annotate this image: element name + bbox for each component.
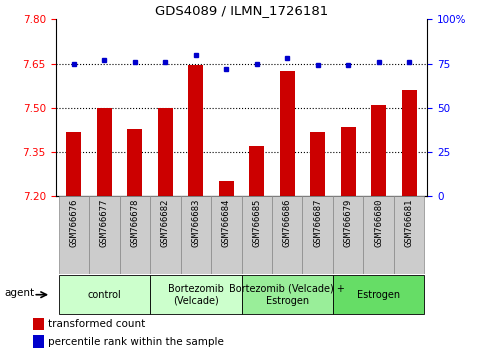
Text: GSM766685: GSM766685 <box>252 199 261 247</box>
Bar <box>89 196 120 274</box>
Bar <box>188 65 203 196</box>
Bar <box>157 108 173 196</box>
Bar <box>33 318 44 330</box>
Bar <box>310 132 326 196</box>
Text: GSM766678: GSM766678 <box>130 199 139 247</box>
Text: GSM766679: GSM766679 <box>344 199 353 247</box>
Title: GDS4089 / ILMN_1726181: GDS4089 / ILMN_1726181 <box>155 4 328 17</box>
Text: GSM766683: GSM766683 <box>191 199 200 247</box>
Bar <box>333 196 363 274</box>
Bar <box>272 196 302 274</box>
Text: GSM766684: GSM766684 <box>222 199 231 247</box>
Text: GSM766680: GSM766680 <box>374 199 383 247</box>
Text: Bortezomib (Velcade) +
Estrogen: Bortezomib (Velcade) + Estrogen <box>229 284 345 306</box>
Bar <box>181 196 211 274</box>
Text: control: control <box>87 290 121 300</box>
Bar <box>341 127 356 196</box>
Bar <box>242 275 333 314</box>
Bar <box>302 196 333 274</box>
Text: agent: agent <box>4 288 35 298</box>
Bar <box>394 196 425 274</box>
Text: transformed count: transformed count <box>48 319 145 329</box>
Bar <box>280 71 295 196</box>
Bar <box>66 132 82 196</box>
Bar <box>120 196 150 274</box>
Bar <box>127 129 142 196</box>
Bar <box>242 196 272 274</box>
Bar <box>150 196 181 274</box>
Bar <box>371 105 386 196</box>
Text: Estrogen: Estrogen <box>357 290 400 300</box>
Bar <box>333 275 425 314</box>
Bar <box>401 90 417 196</box>
Bar <box>211 196 242 274</box>
Text: GSM766677: GSM766677 <box>100 199 109 247</box>
Bar <box>363 196 394 274</box>
Bar <box>97 108 112 196</box>
Bar <box>58 275 150 314</box>
Text: percentile rank within the sample: percentile rank within the sample <box>48 337 224 347</box>
Text: GSM766681: GSM766681 <box>405 199 413 247</box>
Bar <box>150 275 242 314</box>
Bar <box>219 181 234 196</box>
Bar <box>249 146 264 196</box>
Text: GSM766676: GSM766676 <box>70 199 78 247</box>
Text: Bortezomib
(Velcade): Bortezomib (Velcade) <box>168 284 224 306</box>
Bar <box>33 335 44 348</box>
Bar <box>58 196 89 274</box>
Text: GSM766682: GSM766682 <box>161 199 170 247</box>
Text: GSM766686: GSM766686 <box>283 199 292 247</box>
Text: GSM766687: GSM766687 <box>313 199 322 247</box>
